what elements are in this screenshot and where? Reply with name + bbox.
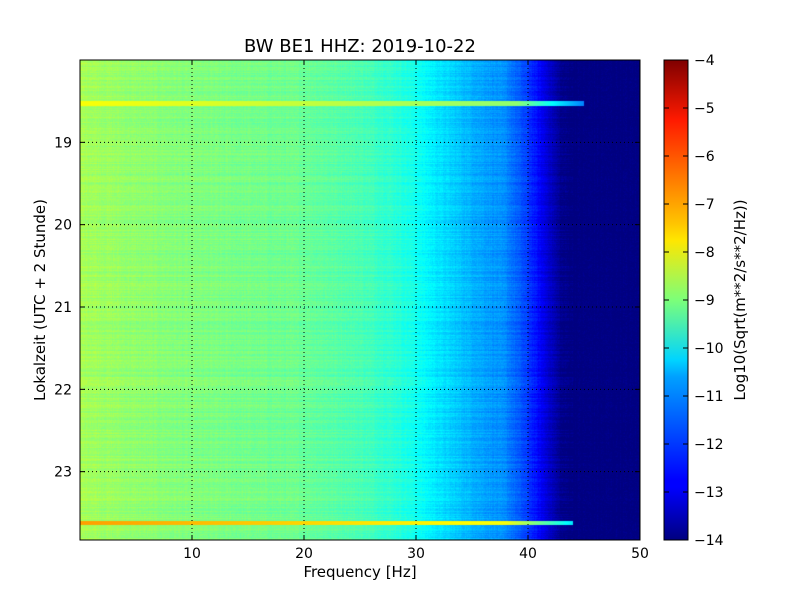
- spectrogram-image: [80, 60, 640, 540]
- colorbar-tick-label: −7: [694, 197, 715, 213]
- y-axis-label: Lokalzeit (UTC + 2 Stunde): [31, 199, 49, 401]
- colorbar-tick-label: −13: [694, 485, 724, 501]
- x-tick-label: 10: [183, 546, 201, 562]
- colorbar-tick-label: −8: [694, 245, 715, 261]
- colorbar: −4 −5 −6 −7 −8 −9 −10 −11 −12 −13 −14 Log10(Sqrt(m…: [663, 53, 749, 549]
- colorbar-ticks: −4 −5 −6 −7 −8 −9 −10 −11 −12 −13 −14: [664, 53, 724, 549]
- y-tick-label: 20: [54, 218, 72, 234]
- plot-area: 10 20 30 40 50 19 20 21 22 23: [54, 59, 649, 562]
- colorbar-tick-label: −6: [694, 149, 715, 165]
- y-tick-label: 21: [54, 300, 72, 316]
- colorbar-tick-label: −5: [694, 101, 715, 117]
- y-tick-label: 23: [54, 465, 72, 481]
- x-tick-label: 20: [295, 546, 313, 562]
- colorbar-tick-label: −11: [694, 389, 724, 405]
- x-axis-label: Frequency [Hz]: [303, 563, 416, 581]
- y-tick-label: 19: [54, 135, 72, 151]
- grid-lines: [80, 60, 640, 540]
- colorbar-tick-label: −4: [694, 53, 715, 69]
- y-axis: 19 20 21 22 23: [54, 135, 640, 481]
- y-tick-label: 22: [54, 382, 72, 398]
- x-axis: 10 20 30 40 50: [183, 60, 649, 562]
- colorbar-tick-label: −12: [694, 437, 724, 453]
- colorbar-label: Log10(Sqrt(m**2/s**2/Hz)): [731, 199, 749, 400]
- chart-title: BW BE1 HHZ: 2019-10-22: [244, 36, 476, 57]
- x-tick-label: 40: [519, 546, 537, 562]
- plot-frame: [79, 59, 641, 541]
- colorbar-tick-label: −14: [694, 533, 724, 549]
- colorbar-tick-label: −9: [694, 293, 715, 309]
- colorbar-tick-label: −10: [694, 341, 724, 357]
- x-tick-label: 50: [631, 546, 649, 562]
- x-tick-label: 30: [407, 546, 425, 562]
